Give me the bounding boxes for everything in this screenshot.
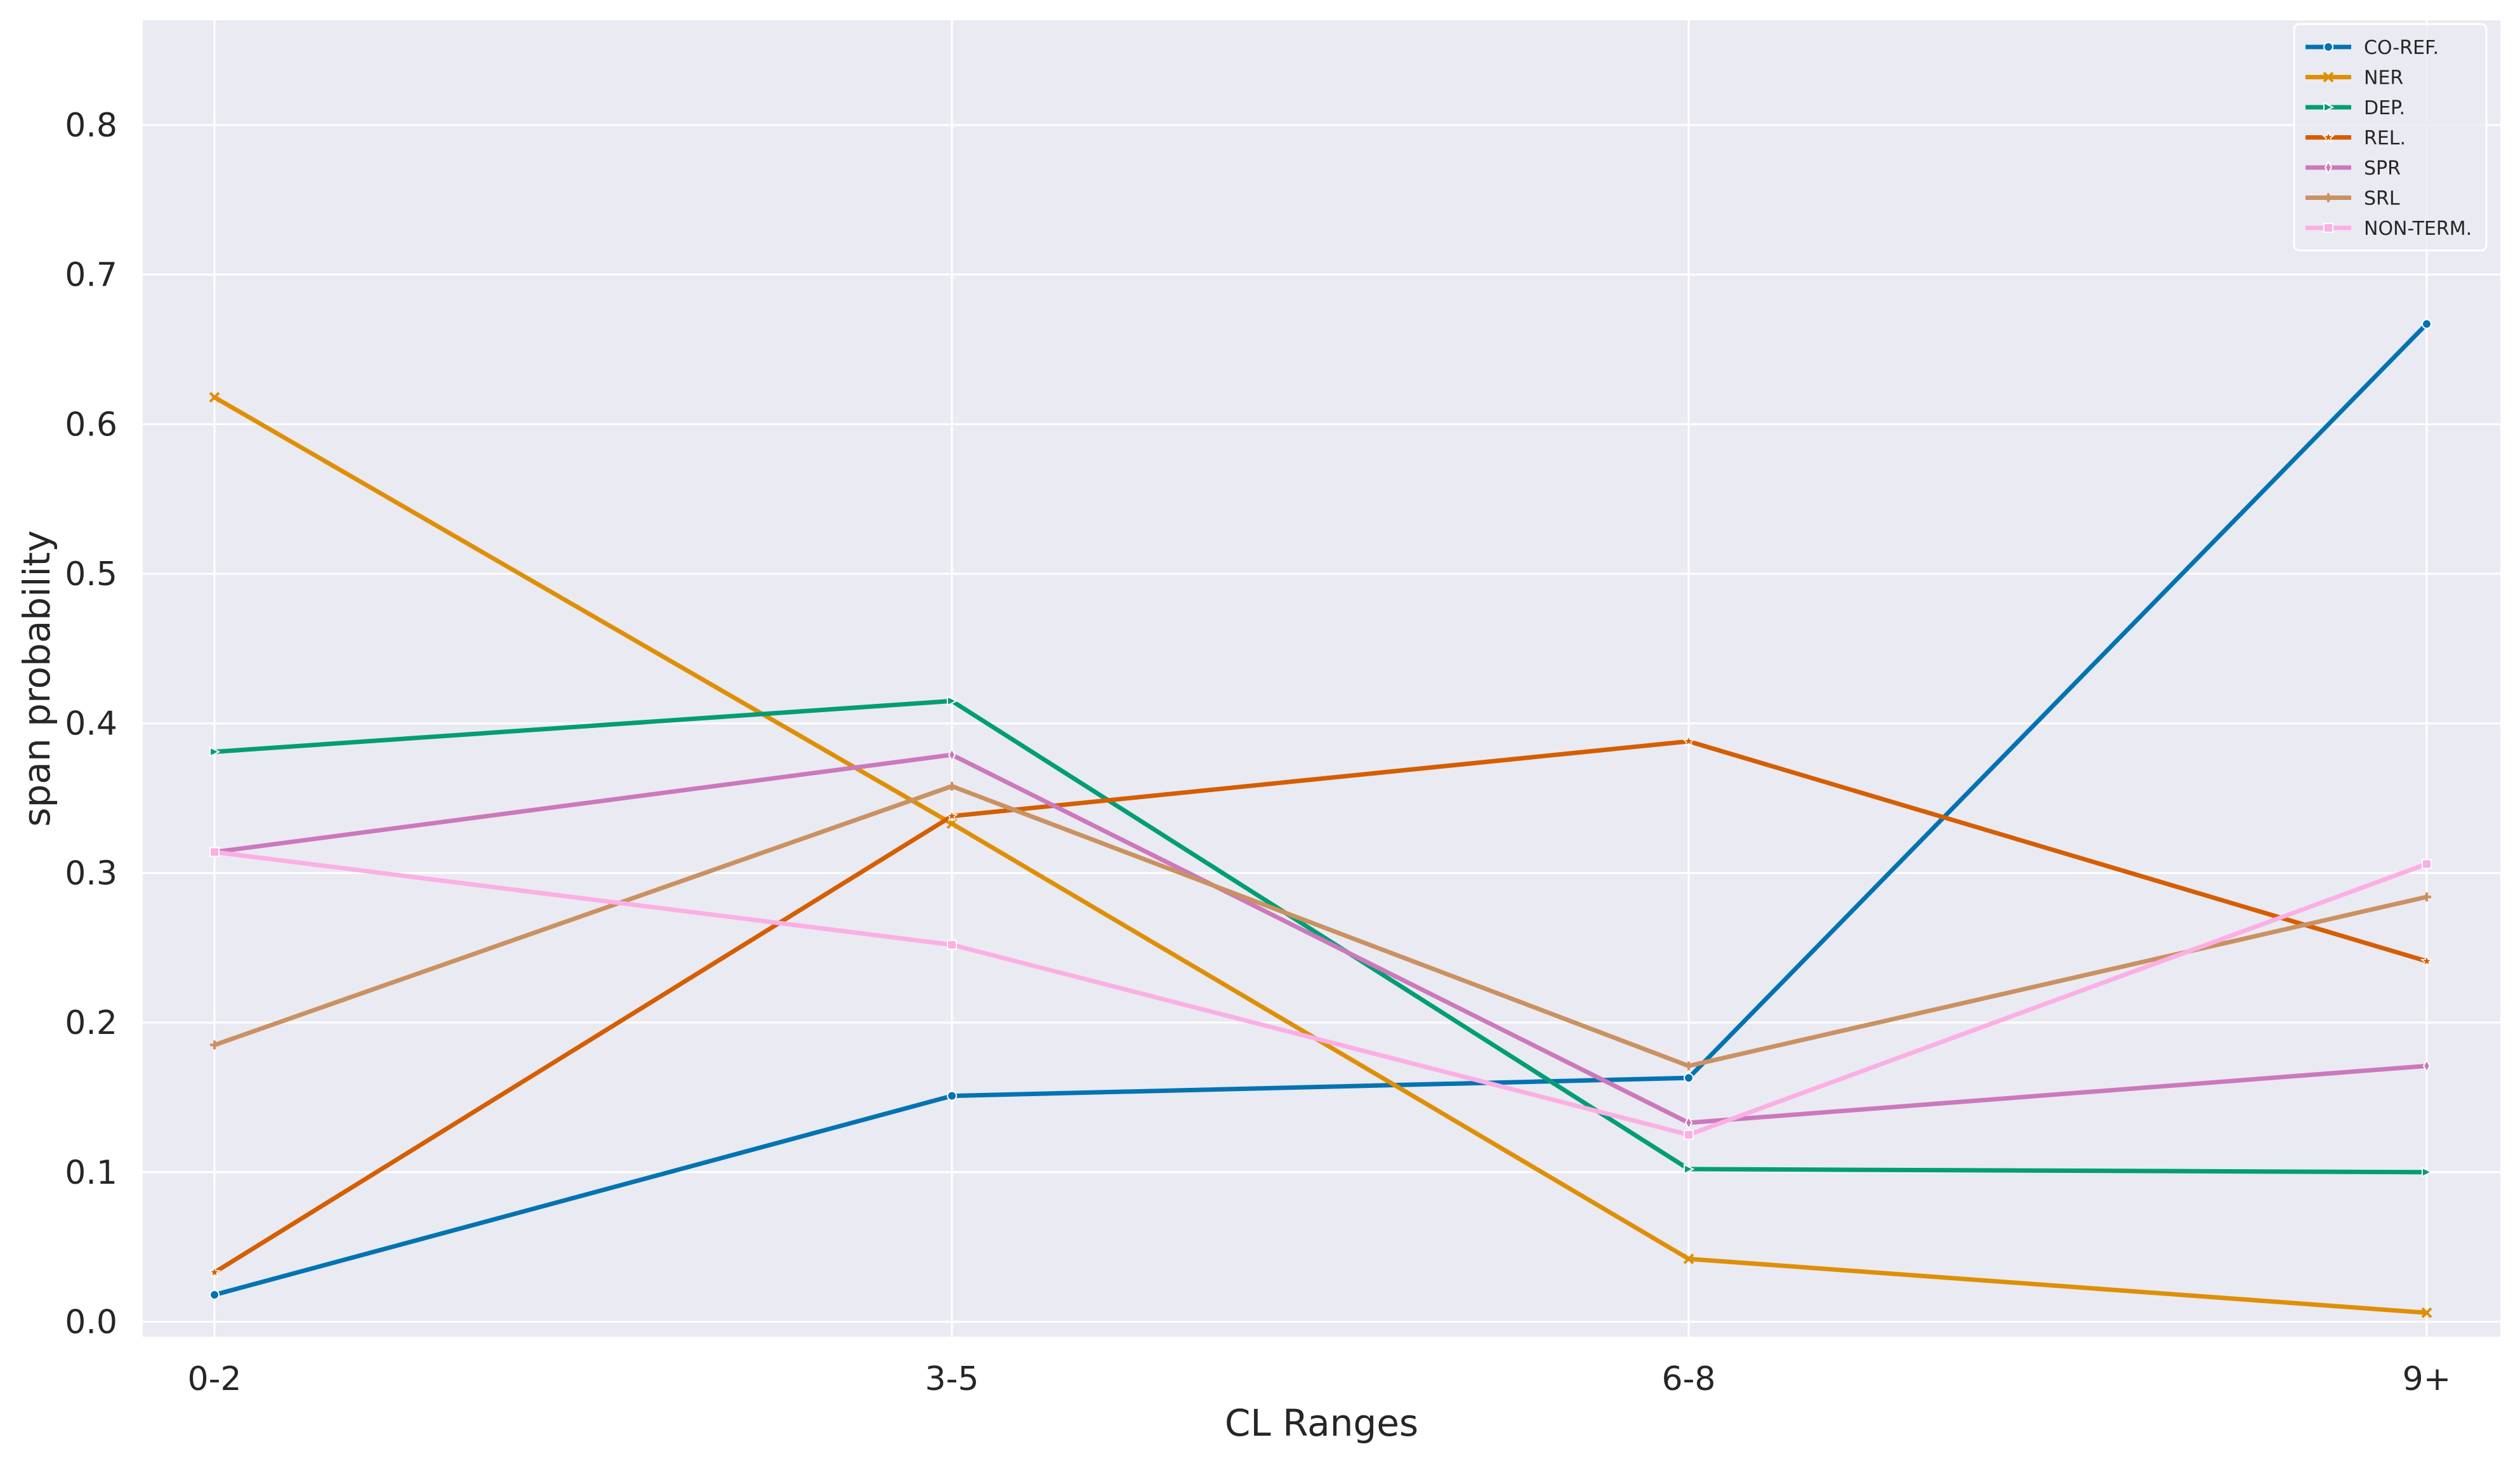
x-tick-label: 6-8 [1662,1360,1716,1398]
legend-item: DEP. [2306,97,2405,119]
legend-marker [2324,193,2333,202]
data-point [1682,734,1696,747]
data-point [947,1090,957,1101]
legend: CO-REF. NER DEP. REL. SPR SRL NON-TERM. [2293,23,2488,251]
data-point [1684,1163,1695,1175]
data-point [2422,859,2432,870]
data-point [209,847,220,857]
y-tick-label: 0.6 [65,406,117,444]
grid-lines [143,20,2500,1337]
data-point [2422,1167,2433,1178]
series-line [212,849,2429,1137]
legend-frame [2293,23,2488,251]
x-tick-label: 3-5 [925,1360,979,1398]
x-tick-label: 9+ [2403,1360,2451,1398]
y-tick-label: 0.7 [65,256,117,295]
legend-item: NON-TERM. [2306,218,2472,240]
data-point [947,781,956,791]
x-tick-label: 0-2 [188,1360,242,1398]
series-line [212,321,2429,1297]
legend-item: SRL [2306,188,2400,210]
legend-label: NER [2364,67,2403,89]
series-co-ref [209,319,2432,1301]
data-point [947,747,956,762]
series-line [212,752,2429,1125]
legend-marker [2323,102,2335,113]
legend-label: SRL [2364,188,2400,210]
series-group [208,319,2434,1318]
series-line [212,784,2429,1068]
data-point [209,746,221,758]
y-tick-label: 0.3 [65,854,117,892]
legend-marker [2321,130,2335,143]
legend-item: CO-REF. [2306,37,2439,59]
data-point [209,392,220,403]
data-point [947,695,958,706]
data-point [1683,1254,1694,1264]
y-axis-ticks: 0.0 0.1 0.2 0.3 0.4 0.5 0.6 0.7 0.8 [65,107,117,1341]
y-tick-label: 0.4 [65,705,117,743]
series-line [212,698,2429,1175]
data-point [2421,1307,2432,1318]
series-dep [209,695,2433,1178]
legend-marker [2323,42,2333,52]
y-tick-label: 0.1 [65,1154,117,1192]
data-point [208,1266,221,1278]
legend-label: CO-REF. [2364,37,2439,59]
data-point [2420,954,2434,967]
legend-item: NER [2306,67,2403,89]
series-srl [210,781,2431,1071]
data-point [947,939,957,950]
data-point [1684,1061,1693,1071]
series-rel [208,734,2434,1278]
x-axis-ticks: 0-2 3-5 6-8 9+ [188,1360,2451,1398]
data-point [209,1290,220,1301]
data-point [1684,1073,1694,1083]
data-point [1684,1129,1694,1140]
series-line [212,739,2429,1275]
legend-marker [2324,160,2333,175]
y-axis-title: span probability [15,530,58,826]
legend-label: REL. [2364,128,2406,150]
legend-marker [2323,223,2333,233]
legend-label: SPR [2364,157,2401,180]
legend-label: DEP. [2364,97,2405,119]
data-point [2422,892,2431,902]
plot-background [143,20,2500,1337]
legend-item: SPR [2306,157,2401,180]
legend-marker [2323,72,2334,83]
data-point [210,1040,219,1050]
series-non-term [209,847,2432,1140]
y-tick-label: 0.0 [65,1303,117,1341]
data-point [945,809,959,822]
data-point [2422,1059,2431,1073]
legend-label: NON-TERM. [2364,218,2472,240]
data-point [1684,1115,1693,1130]
y-tick-label: 0.5 [65,555,117,593]
legend-item: REL. [2306,128,2406,150]
y-tick-label: 0.2 [65,1004,117,1042]
data-point [2422,319,2432,329]
x-axis-title: CL Ranges [1225,1401,1418,1445]
y-tick-label: 0.8 [65,107,117,145]
